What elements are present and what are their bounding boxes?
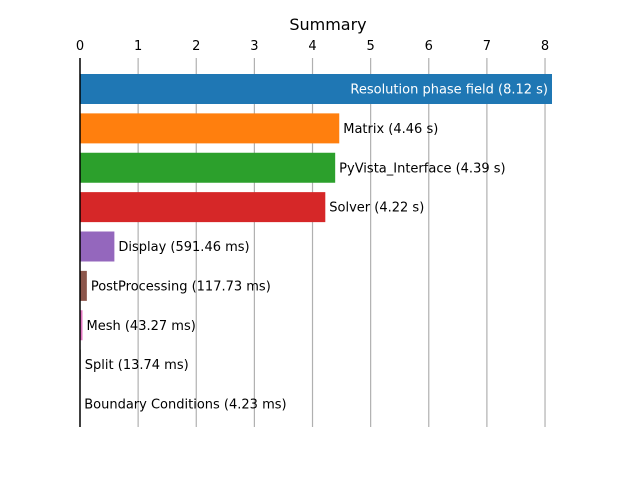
x-tick-label: 4 <box>308 39 316 54</box>
bar-label: Display (591.46 ms) <box>118 240 249 255</box>
bar-label: Matrix (4.46 s) <box>343 122 438 137</box>
chart-title: Summary <box>289 15 366 34</box>
bar-label: Split (13.74 ms) <box>85 358 189 373</box>
bars-group: Resolution phase field (8.12 s) Matrix (4… <box>80 74 552 419</box>
x-axis-ticks: 0 1 2 3 4 5 6 7 8 <box>76 39 549 54</box>
bar <box>80 310 83 341</box>
bar-label: Solver (4.22 s) <box>329 201 424 216</box>
x-tick-label: 0 <box>76 39 84 54</box>
bar <box>80 74 552 104</box>
bar <box>80 152 336 183</box>
x-tick-label: 5 <box>366 39 374 54</box>
bar-label: PostProcessing (117.73 ms) <box>91 279 271 294</box>
x-tick-label: 7 <box>483 39 491 54</box>
bar <box>80 231 115 262</box>
bar <box>80 192 326 223</box>
bar <box>80 270 87 301</box>
x-tick-label: 1 <box>134 39 142 54</box>
bar-label: PyVista_Interface (4.39 s) <box>339 161 505 176</box>
bar-label: Resolution phase field (8.12 s) <box>350 83 548 98</box>
x-tick-label: 6 <box>425 39 433 54</box>
bar-label: Boundary Conditions (4.23 ms) <box>84 398 286 413</box>
x-tick-label: 2 <box>192 39 200 54</box>
bar <box>80 113 340 144</box>
bar-label: Mesh (43.27 ms) <box>87 319 196 334</box>
x-tick-label: 8 <box>541 39 549 54</box>
x-tick-label: 3 <box>250 39 258 54</box>
